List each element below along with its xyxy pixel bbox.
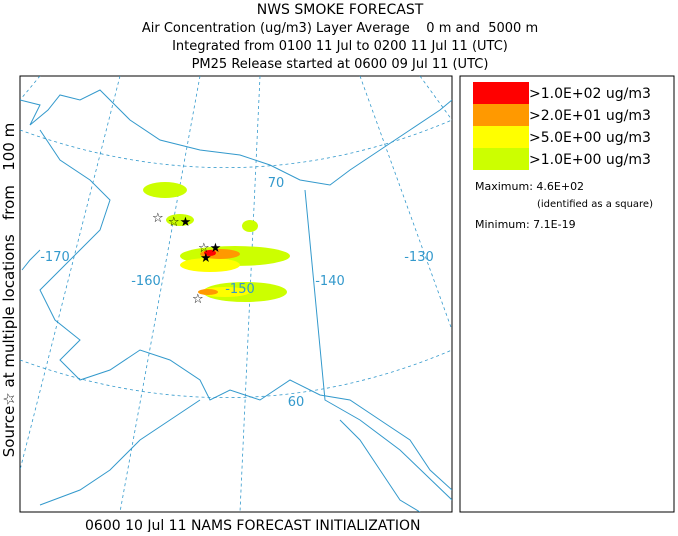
legend-label: >2.0E+01 ug/m3 bbox=[529, 108, 651, 124]
legend-label: >1.0E+00 ug/m3 bbox=[529, 152, 651, 168]
svg-text:☆: ☆ bbox=[152, 211, 164, 226]
border bbox=[304, 189, 452, 501]
legend-label: >1.0E+02 ug/m3 bbox=[529, 86, 651, 102]
legend-swatch bbox=[473, 104, 529, 126]
title: NWS SMOKE FORECAST bbox=[257, 2, 424, 18]
graticule-label: -150 bbox=[225, 282, 255, 297]
plumes bbox=[143, 182, 290, 302]
svg-text:☆: ☆ bbox=[192, 292, 204, 307]
graticule-label: -140 bbox=[315, 274, 345, 289]
graticule-label: -130 bbox=[404, 250, 434, 265]
maximum: Maximum: 4.6E+02 bbox=[475, 180, 584, 193]
legend-label: >5.0E+00 ug/m3 bbox=[529, 130, 651, 146]
subtitle: PM25 Release started at 0600 09 Jul 11 (… bbox=[192, 57, 489, 72]
map: ☆ ☆★ ☆★★ ☆ 70 -170 -160 -150 -140 -130 60 bbox=[20, 76, 452, 512]
svg-text:★: ★ bbox=[200, 251, 212, 266]
minimum: Minimum: 7.1E-19 bbox=[475, 218, 576, 231]
source-stars: ☆ ☆★ ☆★★ ☆ bbox=[152, 211, 221, 307]
footer: 0600 10 Jul 11 NAMS FORECAST INITIALIZAT… bbox=[85, 518, 420, 532]
legend-swatch bbox=[473, 82, 529, 104]
subtitle: Air Concentration (ug/m3) Layer Average … bbox=[142, 21, 538, 36]
legend-swatch bbox=[473, 148, 529, 170]
maximum-note: (identified as a square) bbox=[537, 199, 653, 210]
graticule-label: -160 bbox=[131, 274, 161, 289]
svg-text:☆★: ☆★ bbox=[198, 241, 221, 256]
legend: >1.0E+02 ug/m3 >2.0E+01 ug/m3 >5.0E+00 ug/… bbox=[473, 82, 651, 170]
legend-swatch bbox=[473, 126, 529, 148]
graticule-label: 70 bbox=[268, 176, 285, 191]
subtitle: Integrated from 0100 11 Jul to 0200 11 J… bbox=[172, 39, 508, 54]
coastline bbox=[20, 89, 452, 512]
graticule-label: 60 bbox=[288, 395, 305, 410]
svg-text:☆★: ☆★ bbox=[168, 215, 191, 230]
side-label: Source☆ at multiple locations from 100 m bbox=[0, 123, 18, 457]
graticule-label: -170 bbox=[40, 250, 70, 265]
